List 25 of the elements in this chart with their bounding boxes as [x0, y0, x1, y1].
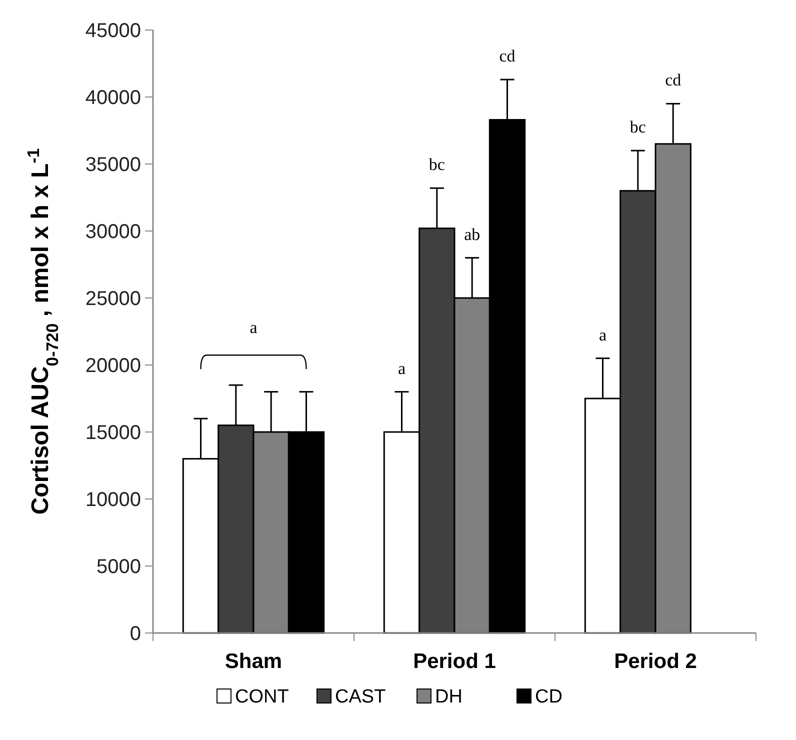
annotation: a [598, 325, 607, 344]
y-tick-label: 40000 [85, 87, 141, 109]
annotation: bc [428, 155, 446, 174]
y-tick-label: 35000 [85, 154, 141, 176]
y-tick-label: 45000 [85, 20, 141, 42]
annotation: bc [630, 118, 646, 137]
x-tick-label: Period 2 [614, 650, 697, 673]
y-tick-label: 15000 [85, 422, 141, 444]
legend-label: CONT [235, 686, 290, 708]
annotation: ab [464, 224, 480, 244]
x-tick-label: Sham [224, 650, 282, 673]
y-tick-label: 10000 [85, 489, 141, 511]
annotation: cd [499, 46, 516, 66]
annotation: cd [665, 70, 682, 90]
annotation: a [398, 358, 406, 378]
y-tick-label: 30000 [85, 221, 141, 243]
legend-label: DH [435, 686, 462, 708]
y-tick-label: 20000 [85, 355, 141, 377]
annotation: a [250, 318, 258, 338]
legend-label: CD [535, 686, 562, 708]
x-tick-label: Period 1 [413, 650, 496, 673]
y-tick-label: 5000 [96, 556, 141, 578]
y-tick-label: 25000 [85, 288, 141, 310]
y-tick-label: 0 [130, 623, 141, 645]
legend-label: CAST [335, 686, 386, 708]
